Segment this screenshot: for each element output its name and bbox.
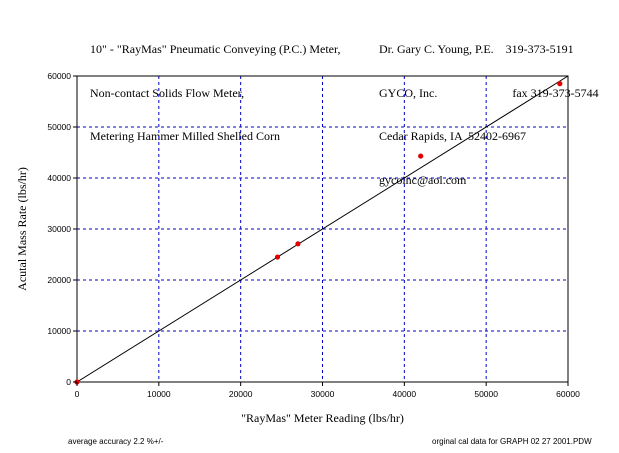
data-point	[295, 241, 301, 247]
title-line-3: Metering Hammer Milled Shelled Corn	[90, 129, 280, 143]
x-tick-label: 60000	[556, 389, 580, 399]
contact-address: Cedar Rapids, IA 52402-6967	[379, 129, 526, 143]
x-tick-label: 50000	[474, 389, 498, 399]
data-point	[274, 254, 281, 260]
contact-block: Dr. Gary C. Young, P.E. 319-373-5191 GYC…	[379, 13, 599, 202]
x-tick-label: 10000	[147, 389, 171, 399]
data-point	[418, 153, 424, 159]
y-tick-label: 0	[66, 377, 71, 387]
source-file-note: orginal cal data for GRAPH 02 27 2001.PD…	[432, 437, 592, 446]
y-tick-label: 30000	[47, 224, 71, 234]
title-line-1: 10" - "RayMas" Pneumatic Conveying (P.C.…	[90, 42, 341, 56]
title-line-2: Non-contact Solids Flow Meter,	[90, 85, 245, 100]
x-tick-label: 40000	[393, 389, 417, 399]
chart-title-block: 10" - "RayMas" Pneumatic Conveying (P.C.…	[90, 13, 341, 158]
y-tick-label: 20000	[47, 275, 71, 285]
reference-line-group	[76, 75, 569, 383]
accuracy-note: average accuracy 2.2 %+/-	[68, 437, 164, 446]
data-point	[557, 81, 563, 87]
x-tick-label: 30000	[311, 389, 335, 399]
y-tick-label: 40000	[47, 173, 71, 183]
contact-name-phone: Dr. Gary C. Young, P.E. 319-373-5191	[379, 42, 574, 56]
x-tick-label: 0	[75, 389, 80, 399]
x-tick-label: 20000	[229, 389, 253, 399]
y-axis-label: Acutal Mass Rate (lbs/hr)	[15, 167, 29, 291]
tick-labels: 0 10000 20000 30000 40000 50000 60000 0 10000 200…	[47, 71, 580, 399]
reference-line	[76, 75, 569, 383]
y-tick-label: 60000	[47, 71, 71, 81]
contact-email: gycoinc@aol.com	[379, 172, 467, 187]
x-axis-label: "RayMas" Meter Reading (lbs/hr)	[241, 411, 404, 425]
y-tick-label: 10000	[47, 326, 71, 336]
y-tick-label: 50000	[47, 122, 71, 132]
